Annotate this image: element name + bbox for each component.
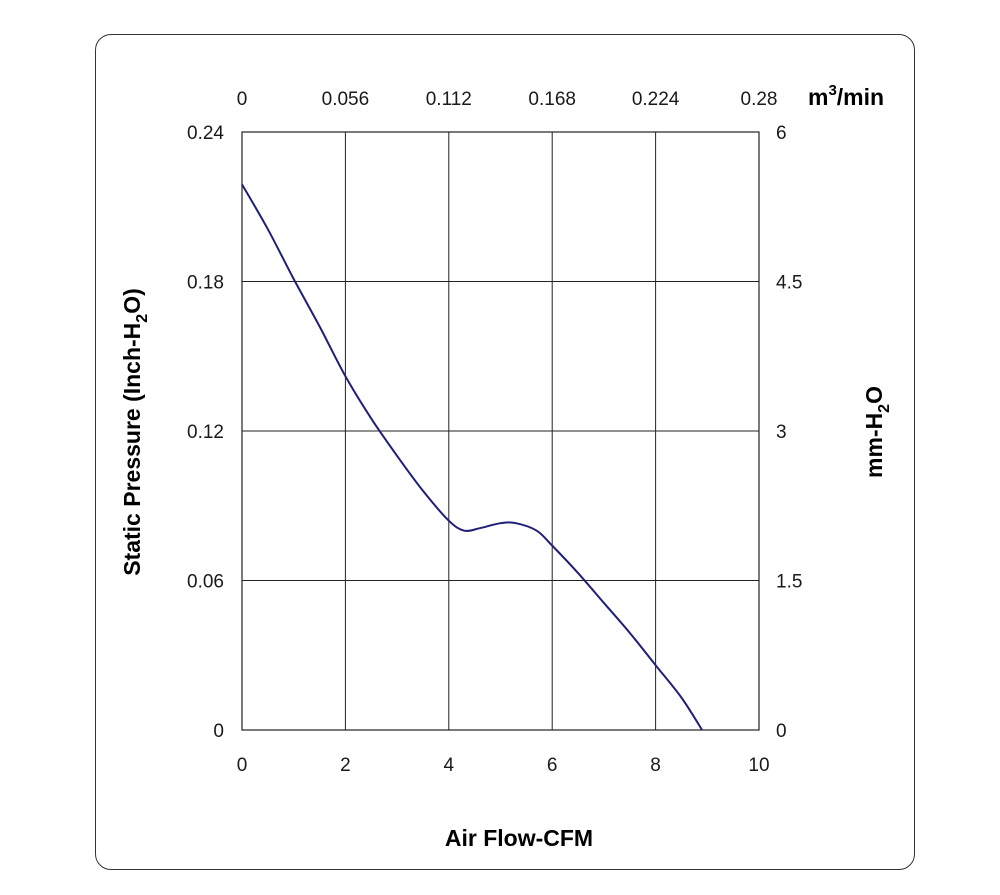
svg-text:m3/min: m3/min (808, 82, 884, 110)
x-top-tick-label: 0.056 (322, 89, 370, 110)
y-right-axis-title: mm-H2O (861, 386, 893, 478)
y-right-tick-label: 0 (776, 721, 787, 742)
x-bottom-tick-label: 10 (748, 755, 769, 776)
grid-layer (241, 131, 760, 731)
x-top-tick-label: 0.112 (426, 89, 472, 110)
y-left-axis-title: Static Pressure (Inch-H2O) (119, 288, 151, 576)
chart-frame (95, 34, 915, 870)
y-left-tick-label: 0.24 (187, 123, 224, 144)
y-right-tick-label: 4.5 (776, 273, 802, 294)
x-bottom-tick-label: 0 (237, 755, 248, 776)
x-bottom-tick-label: 8 (650, 755, 661, 776)
x-top-tick-label: 0 (237, 89, 248, 110)
x-top-tick-label: 0.224 (632, 89, 680, 110)
x-bottom-tick-label: 4 (444, 755, 455, 776)
svg-text:mm-H2O: mm-H2O (861, 386, 893, 478)
y-left-tick-label: 0.06 (187, 572, 224, 593)
tick-layer: 0 2 4 6 8 10 0 0.056 0.112 0.168 0.224 0.28 0 0.06 0.1… (187, 89, 802, 776)
y-left-tick-label: 0.12 (187, 422, 224, 443)
top-unit-label: m3/min (808, 82, 884, 110)
y-left-tick-label: 0.18 (187, 273, 224, 294)
x-bottom-tick-label: 2 (340, 755, 351, 776)
x-top-tick-label: 0.28 (741, 89, 778, 110)
x-axis-title: Air Flow-CFM (445, 825, 593, 851)
x-top-tick-label: 0.168 (528, 89, 576, 110)
y-left-tick-label: 0 (213, 721, 224, 742)
x-bottom-tick-label: 6 (547, 755, 558, 776)
y-right-tick-label: 1.5 (776, 572, 802, 593)
y-right-tick-label: 6 (776, 123, 787, 144)
pq-curve-line (241, 183, 703, 731)
svg-text:Static Pressure (Inch-H2O): Static Pressure (Inch-H2O) (119, 288, 151, 576)
series-layer (241, 183, 703, 731)
y-right-tick-label: 3 (776, 422, 787, 443)
